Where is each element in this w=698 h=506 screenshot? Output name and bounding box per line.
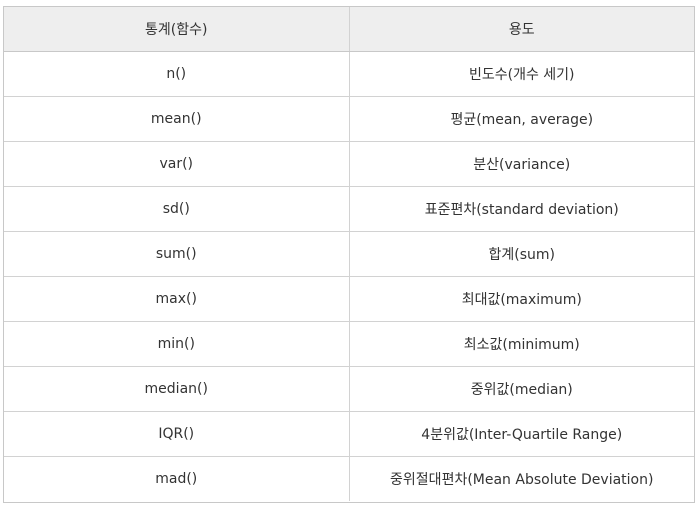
stats-functions-table-container: 통계(함수) 용도 n() 빈도수(개수 세기) mean() 평균(mean,…	[3, 6, 695, 503]
function-cell: IQR()	[4, 411, 350, 457]
function-cell: sd()	[4, 186, 350, 232]
table-row: mean() 평균(mean, average)	[4, 96, 694, 142]
table-row: min() 최소값(minimum)	[4, 321, 694, 367]
purpose-cell: 평균(mean, average)	[348, 96, 694, 142]
table-row: sum() 합계(sum)	[4, 231, 694, 277]
purpose-cell: 4분위값(Inter-Quartile Range)	[348, 411, 694, 457]
purpose-cell: 최소값(minimum)	[348, 321, 694, 367]
table-row: median() 중위값(median)	[4, 366, 694, 412]
table-row: sd() 표준편차(standard deviation)	[4, 186, 694, 232]
function-cell: var()	[4, 141, 350, 187]
table-row: var() 분산(variance)	[4, 141, 694, 187]
header-cell-purpose: 용도	[348, 7, 694, 52]
table-row: mad() 중위절대편차(Mean Absolute Deviation)	[4, 456, 694, 501]
table-row: IQR() 4분위값(Inter-Quartile Range)	[4, 411, 694, 457]
table-body: n() 빈도수(개수 세기) mean() 평균(mean, average) …	[4, 51, 694, 501]
header-row: 통계(함수) 용도	[4, 7, 694, 52]
purpose-cell: 최대값(maximum)	[348, 276, 694, 322]
table-header: 통계(함수) 용도	[4, 7, 694, 52]
function-cell: mean()	[4, 96, 350, 142]
purpose-cell: 중위절대편차(Mean Absolute Deviation)	[348, 456, 694, 501]
header-cell-function: 통계(함수)	[4, 7, 350, 52]
function-cell: max()	[4, 276, 350, 322]
purpose-cell: 중위값(median)	[348, 366, 694, 412]
purpose-cell: 합계(sum)	[348, 231, 694, 277]
purpose-cell: 분산(variance)	[348, 141, 694, 187]
stats-functions-table: 통계(함수) 용도 n() 빈도수(개수 세기) mean() 평균(mean,…	[4, 7, 694, 501]
purpose-cell: 표준편차(standard deviation)	[348, 186, 694, 232]
function-cell: min()	[4, 321, 350, 367]
function-cell: n()	[4, 51, 350, 97]
function-cell: mad()	[4, 456, 350, 501]
purpose-cell: 빈도수(개수 세기)	[348, 51, 694, 97]
function-cell: sum()	[4, 231, 350, 277]
function-cell: median()	[4, 366, 350, 412]
table-row: max() 최대값(maximum)	[4, 276, 694, 322]
table-row: n() 빈도수(개수 세기)	[4, 51, 694, 97]
